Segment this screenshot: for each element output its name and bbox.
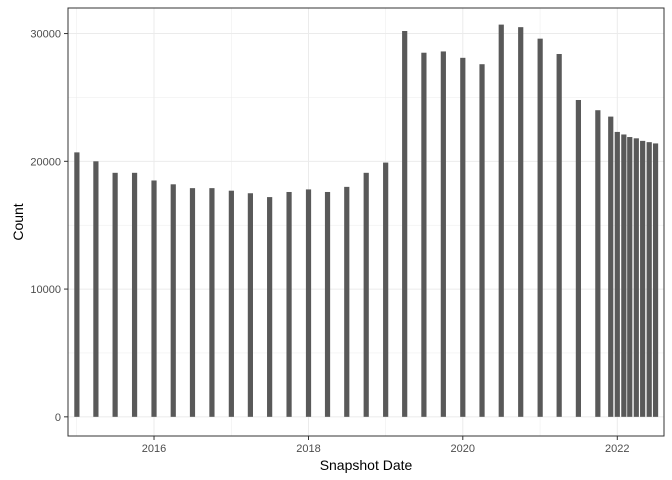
y-tick-label: 20000 xyxy=(30,156,61,168)
bar xyxy=(286,191,292,417)
bar xyxy=(209,188,215,417)
bar xyxy=(440,51,446,417)
y-tick-label: 0 xyxy=(55,412,61,424)
bar xyxy=(640,140,646,417)
bar xyxy=(267,197,273,417)
bar xyxy=(189,188,196,417)
x-tick-label: 2016 xyxy=(142,443,166,455)
bar xyxy=(537,38,543,417)
bar xyxy=(247,193,253,417)
bar xyxy=(646,142,652,417)
ticks-layer: 0 10000 20000 30000 2016 2018 2020 2022 xyxy=(30,29,629,455)
x-axis-title: Snapshot Date xyxy=(320,457,413,473)
bar xyxy=(344,186,350,417)
bar xyxy=(518,27,524,417)
panel-border xyxy=(67,7,665,437)
y-tick-label: 30000 xyxy=(30,29,61,41)
bar xyxy=(556,53,562,417)
bar xyxy=(595,110,601,417)
bar xyxy=(460,57,466,417)
bar xyxy=(74,152,80,417)
bar xyxy=(324,191,331,417)
bar xyxy=(652,143,659,417)
bar xyxy=(305,189,312,417)
bar xyxy=(131,172,138,417)
y-tick-label: 10000 xyxy=(30,284,61,296)
x-tick-label: 2022 xyxy=(605,443,629,455)
x-tick-label: 2020 xyxy=(451,443,475,455)
bar xyxy=(627,137,633,417)
bar xyxy=(93,161,99,417)
x-tick-label: 2018 xyxy=(296,443,320,455)
bar xyxy=(383,162,389,417)
bar xyxy=(575,99,581,417)
bar xyxy=(402,31,408,417)
y-axis-title: Count xyxy=(10,203,26,240)
bar xyxy=(112,172,118,417)
bar xyxy=(621,134,627,417)
bars-layer xyxy=(74,24,659,417)
bar xyxy=(363,172,369,417)
bar xyxy=(608,116,614,417)
bar xyxy=(633,138,639,417)
bar xyxy=(498,24,504,417)
bar xyxy=(170,184,176,417)
bar xyxy=(421,52,427,417)
bar xyxy=(614,131,620,417)
bar xyxy=(228,190,234,417)
bar xyxy=(479,64,485,417)
bar xyxy=(151,180,157,417)
